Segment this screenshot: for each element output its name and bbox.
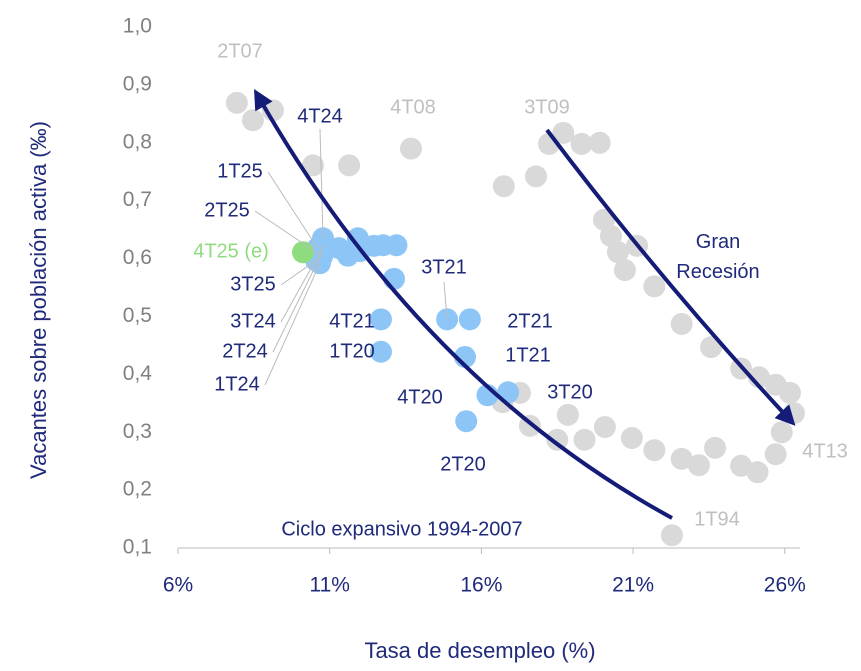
labels: 2T07 4T08 3T09 4T13 1T94 1T24 2T24 3T24 4T24 1T25… <box>193 40 848 530</box>
arrow <box>254 89 673 520</box>
point <box>730 454 753 477</box>
y-tick-label: 0,1 <box>123 536 152 559</box>
point <box>525 165 548 188</box>
point-label: 1T24 <box>214 373 260 395</box>
leader-line <box>280 244 325 323</box>
point-label: 4T08 <box>390 96 436 118</box>
point <box>778 381 801 404</box>
point-label: 4T25 (e) <box>193 240 269 262</box>
y-tick-label: 0,6 <box>123 246 152 269</box>
point <box>400 137 423 160</box>
x-tick-label: 26% <box>764 574 806 597</box>
arrow <box>545 128 796 426</box>
point <box>556 403 579 426</box>
point-label: 2T24 <box>222 340 268 362</box>
leader-line <box>264 262 321 386</box>
point-label: 3T25 <box>230 273 276 295</box>
annotation: Gran Recesión <box>676 231 759 283</box>
point-label: 2T20 <box>440 453 486 475</box>
point-label: 4T24 <box>297 105 343 127</box>
point <box>620 427 643 450</box>
point-label: 1T25 <box>217 160 263 182</box>
point <box>643 275 666 298</box>
y-tick-label: 0,4 <box>123 362 153 385</box>
x-axis-title: Tasa de desempleo (%) <box>364 638 595 663</box>
point <box>225 91 248 114</box>
point <box>302 154 325 177</box>
point-label: 1T21 <box>505 344 551 366</box>
leader-line <box>267 171 318 249</box>
point <box>588 131 611 154</box>
leader-line <box>254 210 323 257</box>
point <box>573 428 596 451</box>
series <box>225 91 805 547</box>
annotation: Ciclo expansivo 1994-2007 <box>281 518 522 540</box>
point <box>369 308 392 331</box>
point-label: 4T20 <box>397 386 443 408</box>
y-tick-label: 0,3 <box>123 420 152 443</box>
point <box>338 154 361 177</box>
point <box>613 259 636 282</box>
y-tick-label: 1,0 <box>123 15 152 38</box>
y-axis-title: Vacantes sobre población activa (‰) <box>26 121 51 479</box>
point <box>764 443 787 466</box>
y-tick-label: 0,2 <box>123 478 152 501</box>
overlay: Gran Recesión Ciclo expansivo 1994-2007 T… <box>26 89 796 663</box>
y-tick-label: 0,9 <box>123 72 152 95</box>
point-label: 3T21 <box>421 256 467 278</box>
point <box>241 109 264 132</box>
point <box>369 340 392 363</box>
point-label: 3T09 <box>524 96 570 118</box>
point <box>670 312 693 335</box>
y-tick-label: 0,5 <box>123 304 152 327</box>
point <box>593 416 616 439</box>
point <box>546 428 569 451</box>
point-label: 1T94 <box>694 508 740 530</box>
point <box>570 132 593 155</box>
point-label: 1T20 <box>329 340 375 362</box>
point <box>606 241 629 264</box>
y-tick-label: 0,7 <box>123 188 152 211</box>
point-label: 2T07 <box>217 40 263 62</box>
point <box>292 241 315 264</box>
point <box>687 454 710 477</box>
x-tick-label: 6% <box>163 574 193 597</box>
point <box>704 436 727 459</box>
point <box>770 421 793 444</box>
y-tick-label: 0,8 <box>123 130 152 153</box>
points: 6% 11% 16% 21% 26% 0,1 0,2 0,3 0,4 0,5 0,6 0,7 0,8 0,… <box>123 15 806 597</box>
leader-line <box>319 128 324 239</box>
point-label: 2T21 <box>507 310 553 332</box>
point-label: 2T25 <box>204 199 250 221</box>
point <box>552 121 575 144</box>
x-tick-label: 21% <box>612 574 654 597</box>
point-label: 4T21 <box>329 310 375 332</box>
point <box>336 244 359 267</box>
point <box>670 447 693 470</box>
point-label: 3T20 <box>547 381 593 403</box>
point <box>660 524 683 547</box>
leader-line <box>272 252 323 353</box>
x-tick-label: 16% <box>460 574 502 597</box>
point <box>700 336 723 359</box>
point <box>492 175 515 198</box>
point <box>455 410 478 433</box>
point <box>643 439 666 462</box>
point <box>458 308 481 331</box>
leader-line <box>280 259 317 286</box>
point-label: 3T24 <box>230 310 276 332</box>
leader-line <box>443 281 448 320</box>
point-label: 4T13 <box>802 440 848 462</box>
point <box>385 234 408 257</box>
series <box>292 241 315 264</box>
x-tick-label: 11% <box>309 574 349 597</box>
